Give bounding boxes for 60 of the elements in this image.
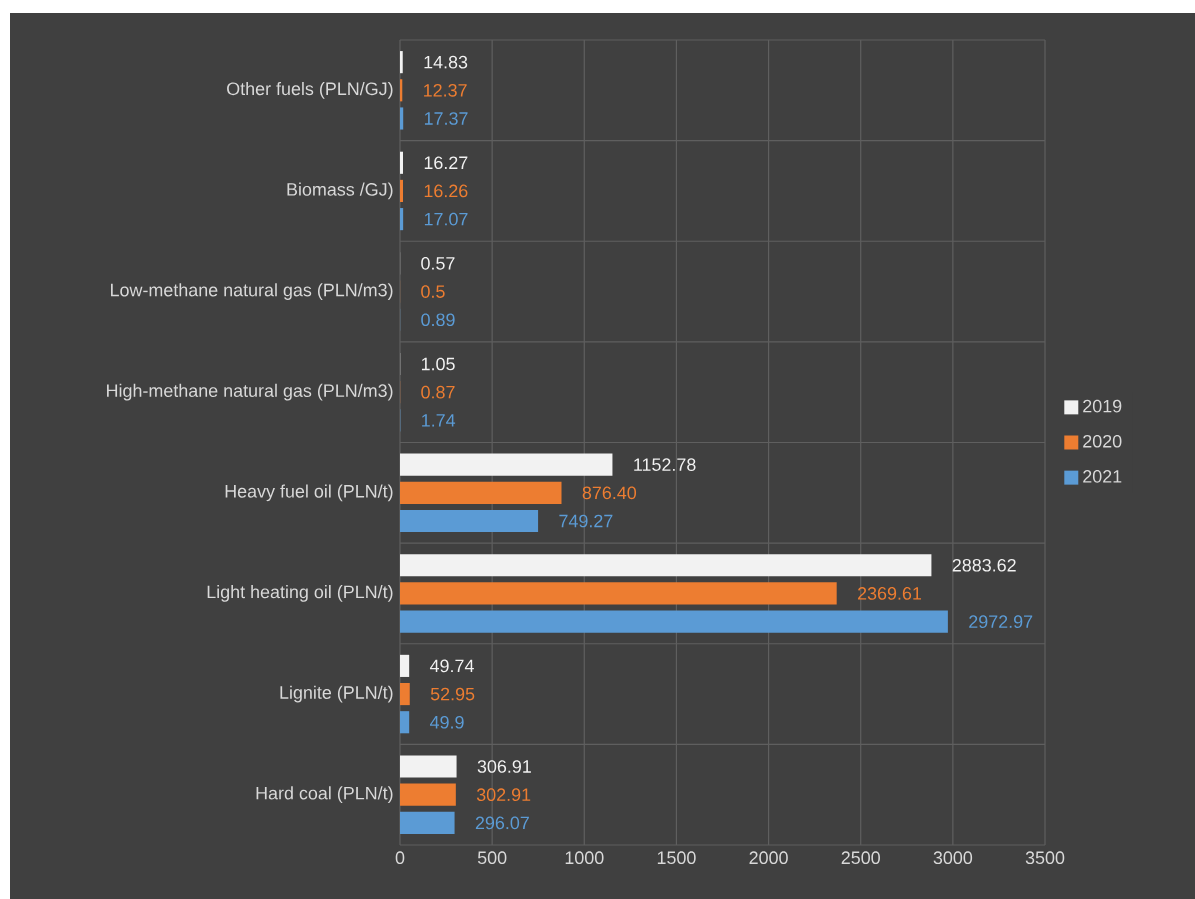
bar (400, 811, 455, 834)
data-label: 17.07 (424, 212, 468, 226)
y-tick-label: High-methane natural gas (PLN/m3) (107, 383, 393, 401)
data-label: 0.87 (421, 385, 455, 399)
x-tick-label: 500 (477, 851, 507, 865)
data-label: 12.37 (424, 83, 467, 97)
x-tick-label: 1000 (565, 851, 604, 865)
data-label: 49.9 (430, 715, 464, 729)
data-label: 14.83 (424, 55, 468, 69)
data-label: 876.40 (582, 486, 637, 500)
bar (400, 179, 403, 203)
x-tick-label: 2000 (749, 851, 788, 865)
bar (400, 755, 457, 778)
x-tick-label: 1500 (657, 851, 696, 865)
data-label: 16.26 (424, 184, 468, 198)
data-label: 0.89 (421, 313, 455, 327)
bar (400, 610, 948, 633)
data-label: 52.95 (430, 687, 475, 701)
data-label: 2883.62 (952, 558, 1016, 572)
bar (400, 711, 410, 734)
data-label: 296.07 (475, 816, 529, 830)
bar (400, 107, 404, 130)
y-tick-label: Other fuels (PLN/GJ) (227, 81, 393, 99)
data-label: 1152.78 (634, 458, 696, 471)
bar (400, 453, 613, 476)
y-tick-label: Biomass /GJ) (287, 182, 393, 200)
data-label: 0.57 (421, 257, 455, 270)
data-label: 302.91 (476, 788, 531, 802)
bar (400, 554, 932, 577)
data-label: 1.74 (422, 414, 456, 427)
bar (400, 481, 562, 504)
bar (400, 682, 410, 706)
bar (400, 208, 404, 231)
y-tick-label: Low-methane natural gas (PLN/m3) (111, 283, 393, 300)
y-tick-label: Heavy fuel oil (PLN/t) (225, 484, 393, 502)
bar (400, 783, 456, 806)
legend-label: 2020 (1083, 434, 1122, 448)
data-label: 16.27 (424, 156, 468, 170)
data-label: 2972.97 (969, 615, 1033, 628)
x-tick-label: 3500 (1025, 851, 1065, 865)
data-label: 1.05 (421, 357, 455, 371)
x-tick-label: 2500 (841, 851, 880, 865)
y-tick-label: Hard coal (PLN/t) (256, 786, 393, 804)
data-label: 306.91 (477, 760, 531, 773)
legend-label: 2021 (1083, 470, 1122, 483)
legend-label: 2019 (1083, 399, 1122, 413)
bar (400, 51, 403, 74)
data-label: 2369.61 (858, 587, 922, 600)
bar (400, 582, 837, 605)
x-tick-label: 0 (395, 851, 405, 865)
data-label: 49.74 (429, 659, 474, 673)
data-label: 0.5 (421, 285, 445, 298)
y-tick-label: Lignite (PLN/t) (280, 685, 393, 703)
y-tick-label: Light heating oil (PLN/t) (207, 585, 393, 602)
data-label: 749.27 (559, 514, 613, 528)
bar (400, 654, 410, 677)
bar (400, 151, 403, 174)
data-label: 17.37 (424, 112, 468, 125)
bar (400, 509, 539, 533)
x-tick-label: 3000 (933, 851, 973, 865)
